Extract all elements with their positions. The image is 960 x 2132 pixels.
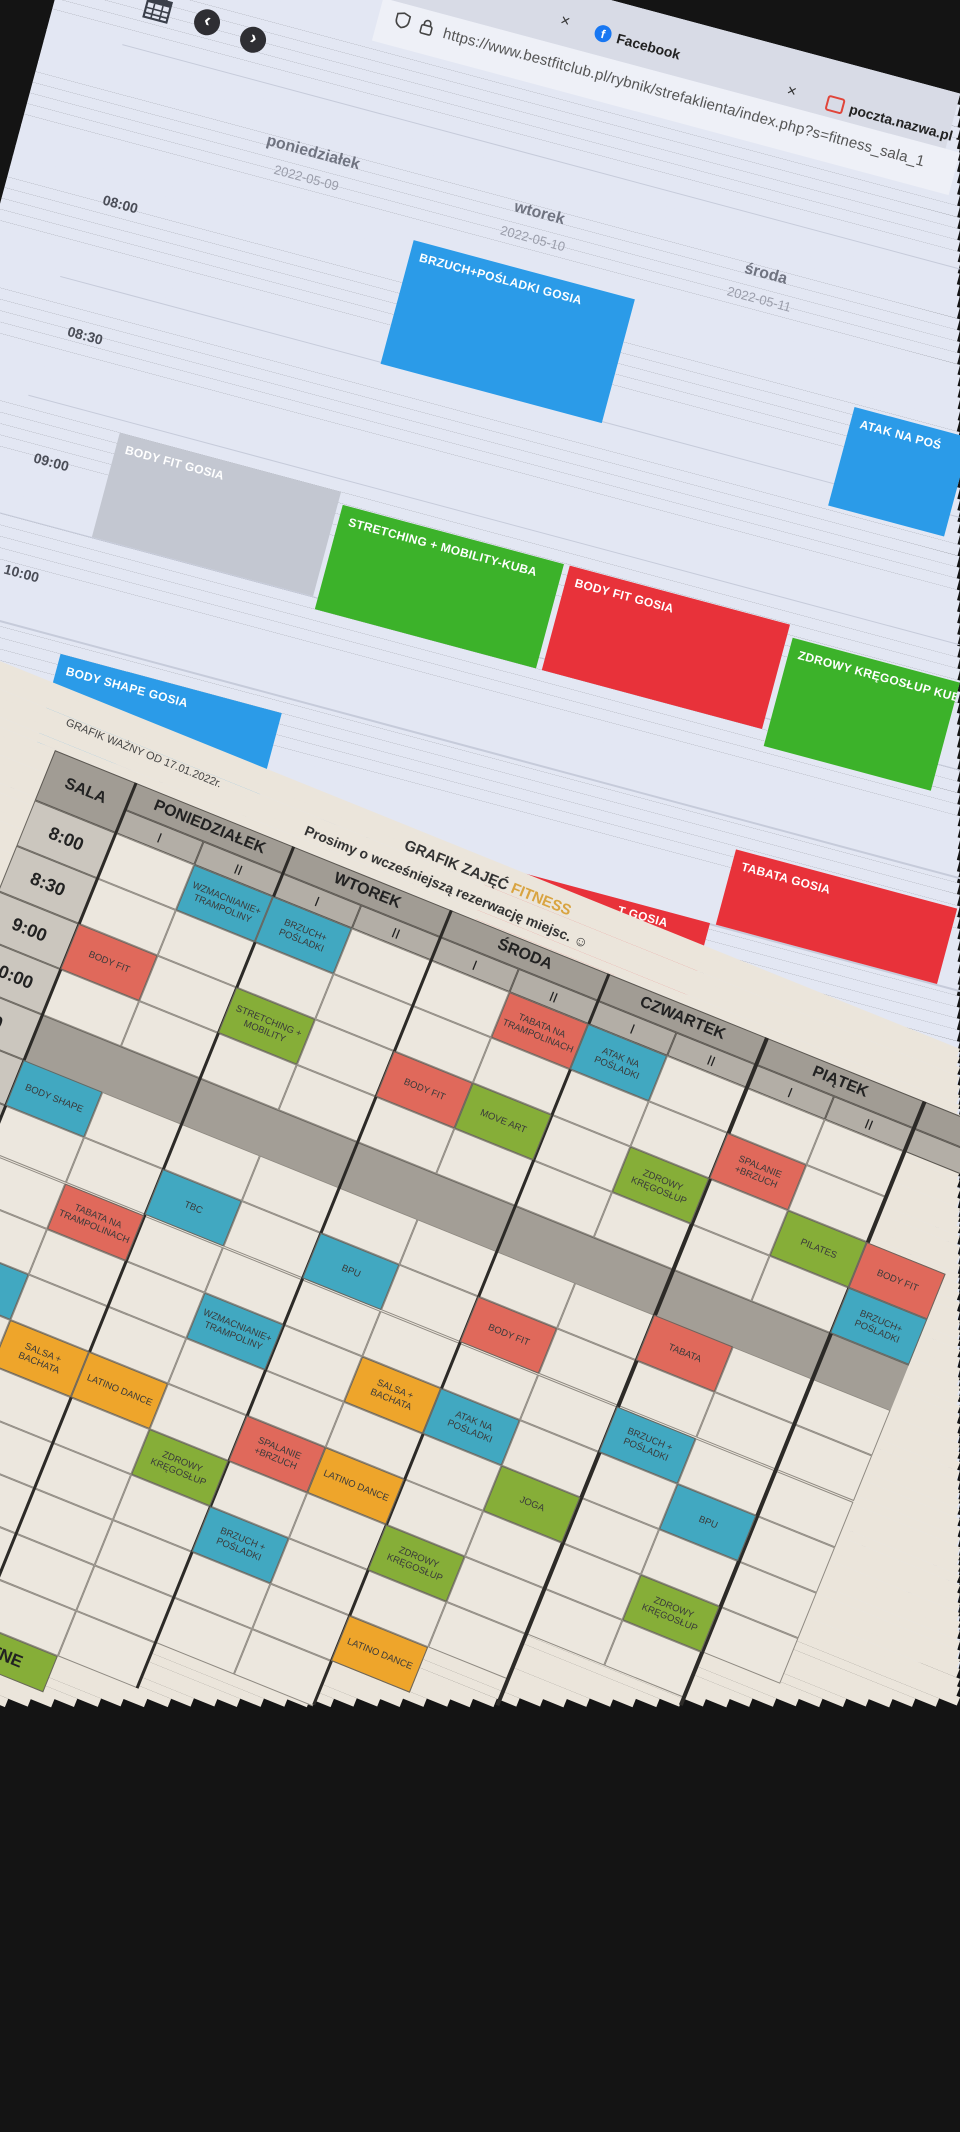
calendar-icon[interactable] bbox=[140, 0, 176, 30]
photo-scene: × f Facebook × poczta.nazwa.pl - Odebr h… bbox=[0, 0, 960, 1707]
shield-icon bbox=[392, 10, 412, 35]
lock-icon bbox=[417, 17, 435, 42]
